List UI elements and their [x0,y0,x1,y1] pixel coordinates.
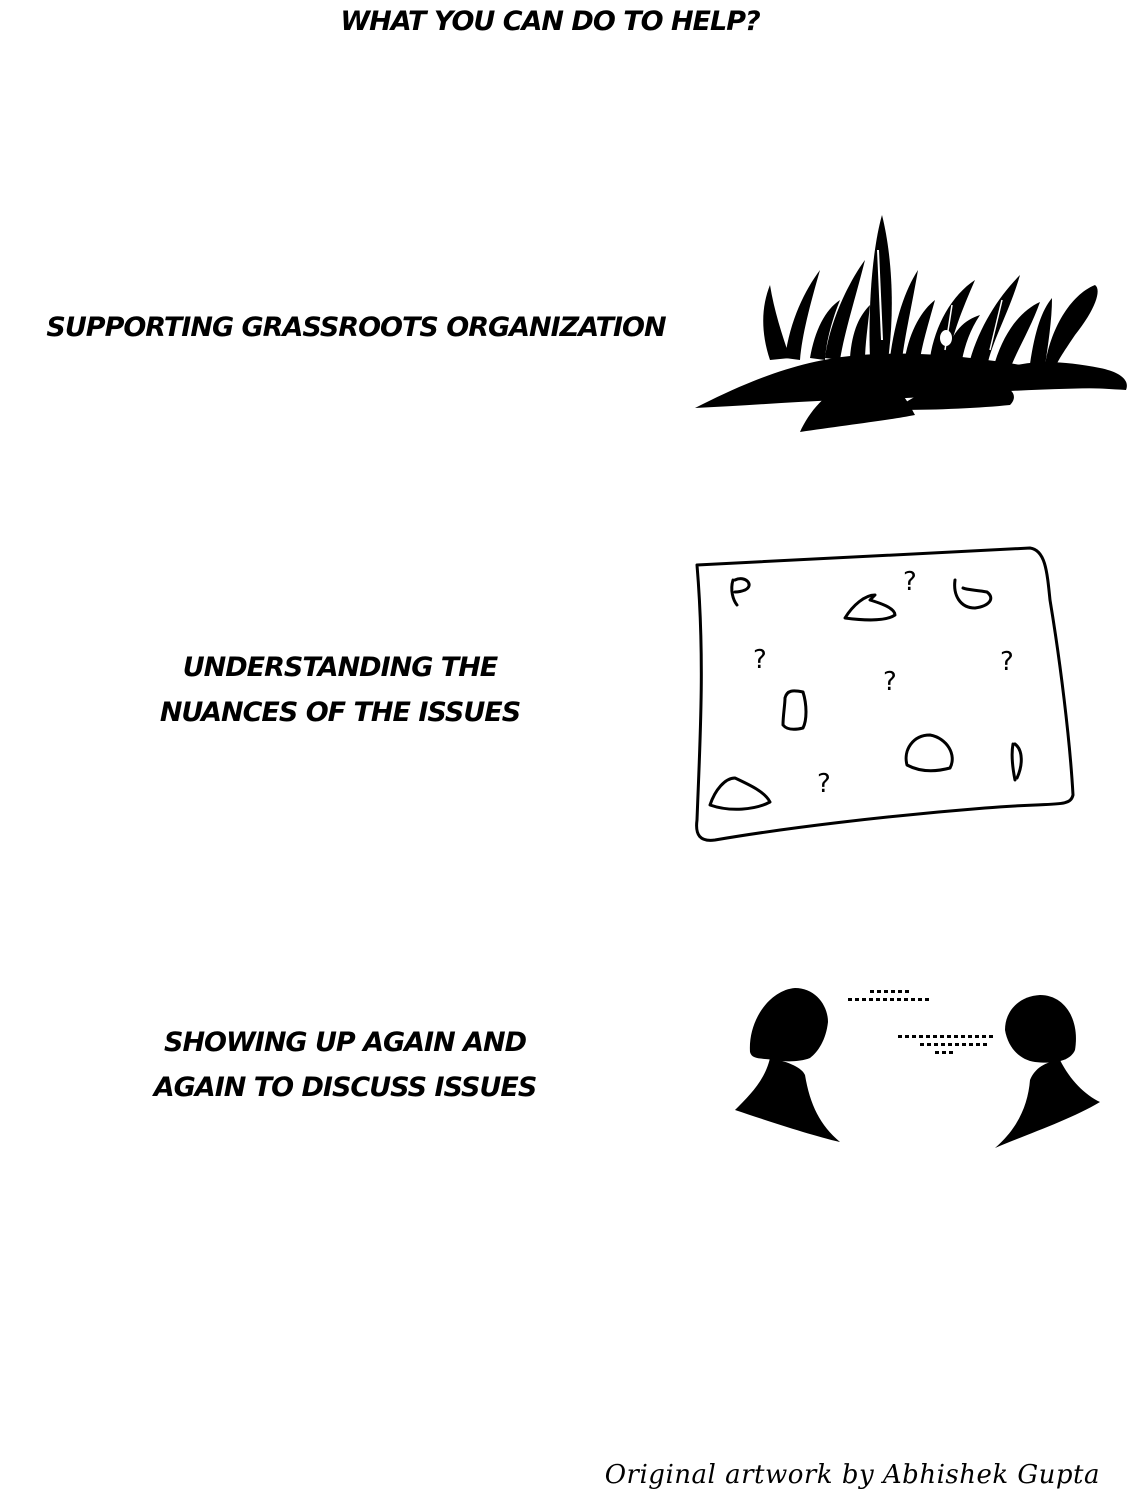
section-3-line-2: AGAIN TO DISCUSS ISSUES [153,1072,538,1103]
section-1-line-1: SUPPORTING GRASSROOTS ORGANIZATION [46,312,666,343]
grass-illustration [695,215,1127,432]
svg-text:?: ? [753,645,767,675]
svg-text:?: ? [903,567,917,597]
section-supporting-grassroots: SUPPORTING GRASSROOTS ORGANIZATION [18,305,694,350]
section-2-line-1: UNDERSTANDING THE [182,652,499,683]
svg-text:?: ? [817,769,831,799]
svg-text:?: ? [883,667,897,697]
svg-text:?: ? [1000,647,1014,677]
section-3-line-1: SHOWING UP AGAIN AND [164,1027,527,1058]
page-title: WHAT YOU CAN DO TO HELP? [340,6,760,37]
section-understanding-nuances: UNDERSTANDING THE NUANCES OF THE ISSUES [140,645,540,735]
two-people-talking-illustration [735,988,1100,1148]
map-with-question-marks-illustration: ? ? ? ? ? [695,546,1075,842]
artwork-credit: Original artwork by Abhishek Gupta [604,1460,1100,1490]
section-2-line-2: NUANCES OF THE ISSUES [159,697,521,728]
section-showing-up: SHOWING UP AGAIN AND AGAIN TO DISCUSS IS… [120,1020,570,1110]
